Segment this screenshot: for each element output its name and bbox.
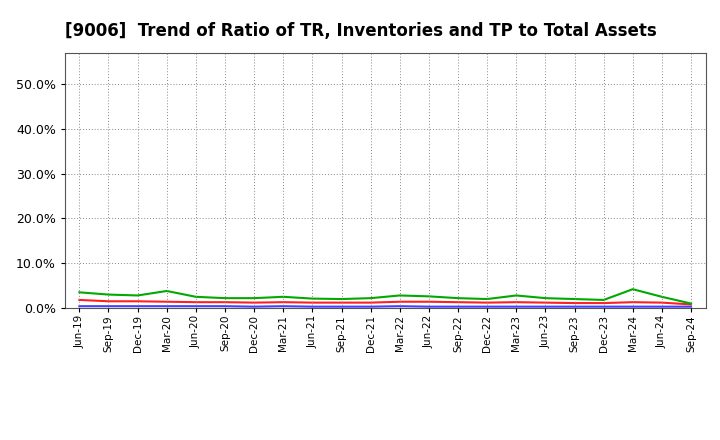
Trade Receivables — [512, 300, 521, 305]
Trade Payables — [629, 286, 637, 292]
Trade Receivables — [192, 300, 200, 305]
Trade Receivables — [425, 299, 433, 304]
Trade Payables — [75, 290, 84, 295]
Trade Payables — [657, 294, 666, 300]
Inventories — [163, 304, 171, 309]
Trade Payables — [133, 293, 142, 298]
Trade Payables — [425, 294, 433, 299]
Trade Receivables — [337, 300, 346, 305]
Inventories — [512, 304, 521, 309]
Line: Trade Receivables: Trade Receivables — [79, 300, 691, 304]
Trade Receivables — [657, 300, 666, 305]
Trade Payables — [104, 292, 113, 297]
Inventories — [483, 304, 492, 309]
Trade Receivables — [279, 300, 287, 305]
Trade Receivables — [250, 300, 258, 305]
Inventories — [133, 304, 142, 309]
Inventories — [250, 304, 258, 309]
Trade Receivables — [599, 301, 608, 306]
Trade Receivables — [541, 300, 550, 305]
Inventories — [425, 304, 433, 309]
Inventories — [629, 304, 637, 309]
Trade Payables — [220, 296, 229, 301]
Trade Receivables — [395, 299, 404, 304]
Inventories — [454, 304, 462, 309]
Inventories — [337, 304, 346, 309]
Trade Payables — [570, 297, 579, 302]
Inventories — [657, 304, 666, 309]
Inventories — [541, 304, 550, 309]
Trade Payables — [512, 293, 521, 298]
Trade Payables — [541, 296, 550, 301]
Text: [9006]  Trend of Ratio of TR, Inventories and TP to Total Assets: [9006] Trend of Ratio of TR, Inventories… — [65, 22, 657, 40]
Trade Payables — [250, 296, 258, 301]
Trade Receivables — [687, 302, 696, 307]
Trade Receivables — [570, 301, 579, 306]
Trade Payables — [483, 297, 492, 302]
Trade Receivables — [75, 297, 84, 303]
Trade Payables — [599, 297, 608, 303]
Inventories — [570, 304, 579, 309]
Inventories — [687, 304, 696, 309]
Inventories — [599, 304, 608, 309]
Trade Payables — [337, 297, 346, 302]
Inventories — [279, 304, 287, 309]
Trade Payables — [687, 301, 696, 306]
Inventories — [75, 304, 84, 309]
Trade Payables — [279, 294, 287, 300]
Trade Payables — [163, 288, 171, 293]
Inventories — [104, 304, 113, 309]
Trade Payables — [308, 296, 317, 301]
Trade Payables — [192, 294, 200, 300]
Inventories — [308, 304, 317, 309]
Inventories — [395, 304, 404, 309]
Trade Receivables — [483, 300, 492, 305]
Line: Trade Payables: Trade Payables — [79, 289, 691, 304]
Trade Receivables — [220, 300, 229, 305]
Inventories — [366, 304, 375, 309]
Trade Receivables — [104, 299, 113, 304]
Trade Payables — [454, 296, 462, 301]
Trade Payables — [395, 293, 404, 298]
Inventories — [220, 304, 229, 309]
Trade Payables — [366, 296, 375, 301]
Line: Inventories: Inventories — [79, 306, 691, 307]
Trade Receivables — [308, 300, 317, 305]
Trade Receivables — [629, 300, 637, 305]
Trade Receivables — [133, 299, 142, 304]
Trade Receivables — [163, 299, 171, 304]
Inventories — [192, 304, 200, 309]
Trade Receivables — [454, 300, 462, 305]
Trade Receivables — [366, 300, 375, 305]
